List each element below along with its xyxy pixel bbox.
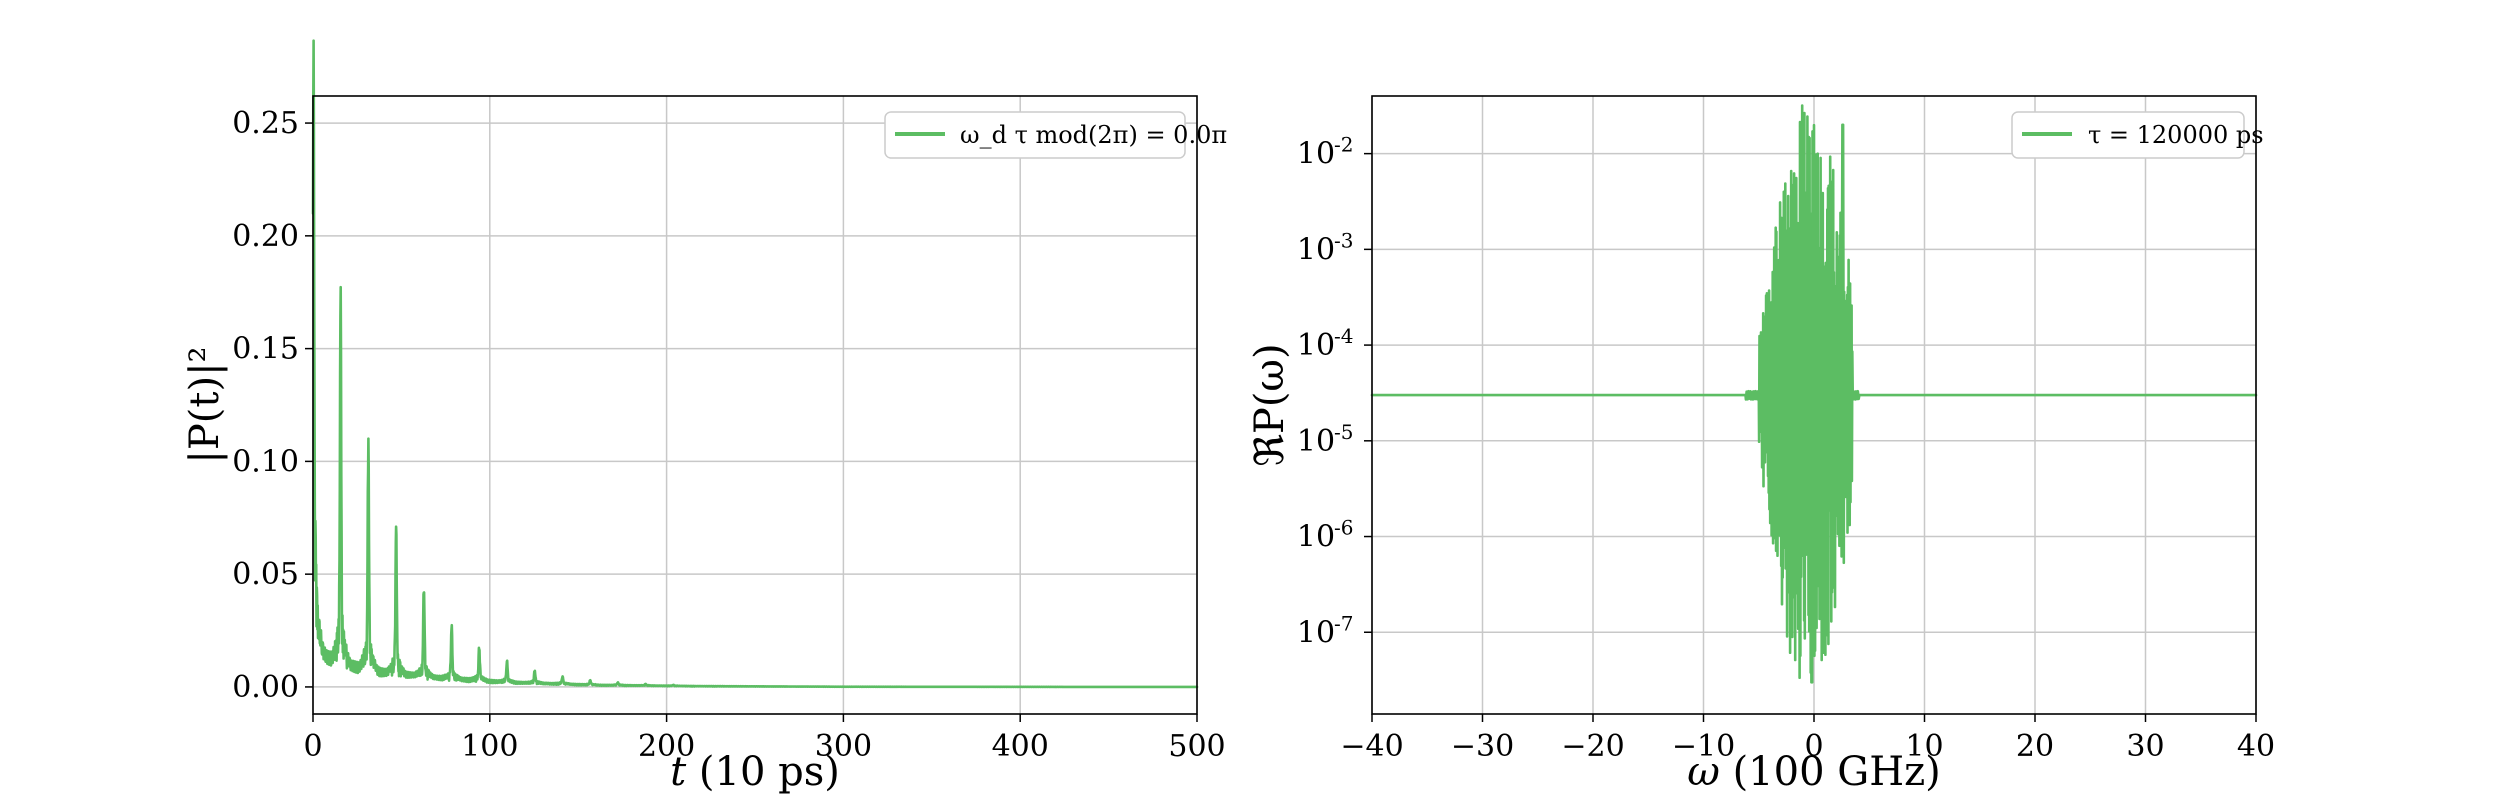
left-x-tick-label: 0	[303, 729, 322, 764]
left-y-tick-label: 0.00	[232, 670, 299, 705]
left-plot-panel: 0 100 200 300 400 500 0.00 0.05 0.10 0.15 0.20 0.2…	[182, 39, 1227, 795]
right-x-tick-label: −40	[1340, 729, 1403, 764]
left-x-ticks: 0 100 200 300 400 500	[303, 714, 1226, 764]
left-grid	[312, 96, 1198, 714]
right-x-axis-label: ω (100 GHz)	[1687, 749, 1941, 795]
left-axes-frame	[312, 95, 1198, 715]
left-x-axis-label: t (10 ps)	[670, 749, 840, 795]
left-y-axis-label: |P(t)|²	[182, 346, 228, 463]
right-y-tick-exponent: -7	[1334, 611, 1353, 635]
left-legend-label: ω_d τ mod(2π) = 0.0π	[960, 121, 1227, 149]
right-plot-panel: −40 −30 −20 −10 0 10 20 30 40 10-710-610-510-410…	[1247, 95, 2275, 795]
right-y-tick-exponent: -2	[1334, 133, 1353, 157]
right-y-tick-label: 10	[1297, 137, 1335, 172]
left-x-tick-label: 100	[461, 729, 518, 764]
right-x-tick-label: −20	[1561, 729, 1624, 764]
right-y-ticks: 10-710-610-510-410-310-2	[1297, 133, 1372, 650]
left-legend: ω_d τ mod(2π) = 0.0π	[884, 111, 1227, 159]
right-legend: τ = 120000 ps	[2011, 111, 2264, 159]
left-y-tick-label: 0.20	[232, 219, 299, 254]
right-y-tick-exponent: -6	[1334, 516, 1353, 540]
left-x-tick-label: 300	[815, 729, 872, 764]
right-y-tick-label: 10	[1297, 424, 1335, 459]
right-x-tick-label: 30	[2126, 729, 2164, 764]
right-x-tick-label: −30	[1451, 729, 1514, 764]
right-legend-label: τ = 120000 ps	[2088, 121, 2264, 149]
left-y-tick-label: 0.05	[232, 557, 299, 592]
right-x-tick-label: −10	[1672, 729, 1735, 764]
right-x-tick-label: 40	[2237, 729, 2275, 764]
left-y-tick-label: 0.25	[232, 106, 299, 141]
right-y-tick-label: 10	[1297, 328, 1335, 363]
left-series-line	[311, 39, 1199, 689]
right-x-tick-label: 20	[2016, 729, 2054, 764]
right-x-tick-label: 10	[1905, 729, 1943, 764]
left-x-tick-label: 200	[638, 729, 695, 764]
right-y-tick-label: 10	[1297, 520, 1335, 555]
right-x-ticks: −40 −30 −20 −10 0 10 20 30 40	[1340, 714, 2275, 764]
left-y-tick-label: 0.15	[232, 332, 299, 367]
right-y-tick-exponent: -3	[1334, 228, 1353, 252]
left-x-tick-label: 500	[1168, 729, 1225, 764]
left-y-ticks: 0.00 0.05 0.10 0.15 0.20 0.25	[232, 106, 313, 705]
left-x-tick-label: 400	[992, 729, 1049, 764]
right-y-tick-label: 10	[1297, 615, 1335, 650]
left-y-tick-label: 0.10	[232, 444, 299, 479]
right-x-tick-label: 0	[1804, 729, 1823, 764]
right-y-tick-exponent: -5	[1334, 420, 1353, 444]
right-y-tick-exponent: -4	[1334, 324, 1353, 348]
right-y-tick-label: 10	[1297, 232, 1335, 267]
right-series-line	[1370, 104, 2258, 684]
right-y-axis-label: ℜP(ω)	[1247, 343, 1293, 466]
